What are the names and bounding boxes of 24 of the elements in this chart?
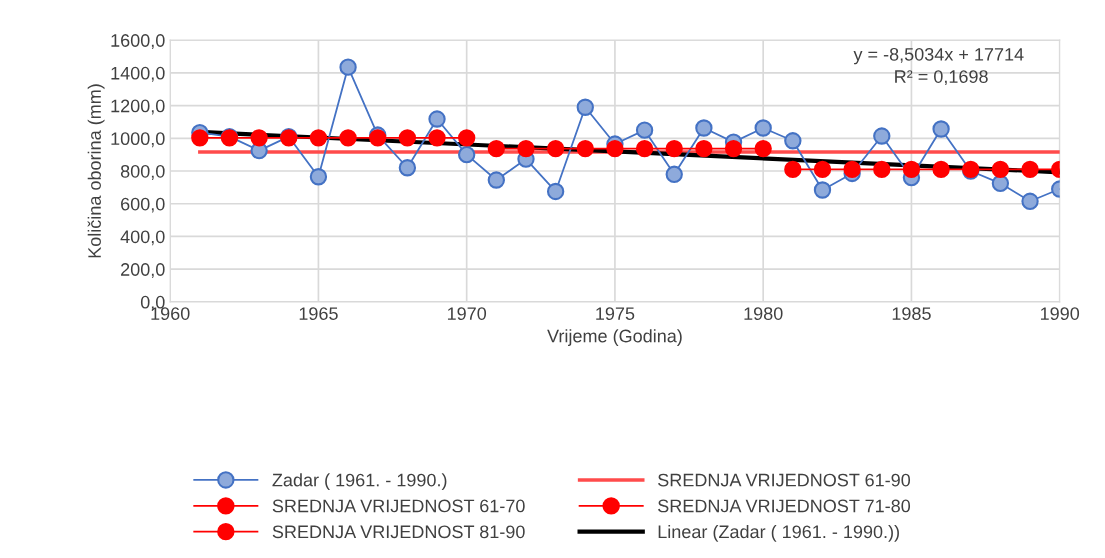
y-tick-label: 1200,0: [111, 99, 165, 115]
x-tick-label: 1990: [1040, 307, 1080, 320]
x-axis-title: Vrijeme (Godina): [547, 329, 682, 346]
y-tick-label: 200,0: [121, 263, 165, 279]
y-tick-label: 400,0: [120, 230, 165, 246]
annotation: R² = 0,1698: [895, 70, 988, 86]
x-tick-label: 1980: [744, 307, 783, 320]
y-axis-title: Količina oborina (mm): [87, 84, 105, 258]
x-tick-label: 1970: [447, 307, 487, 320]
y-tick-label: 1000,0: [111, 132, 165, 148]
y-tick-label: 800,0: [120, 164, 165, 180]
legend-label: SREDNJA VRIJEDNOST 61-70: [272, 499, 525, 513]
y-tick-label: 1600,0: [111, 34, 165, 50]
x-tick-label: 1965: [299, 307, 338, 320]
legend-label: SREDNJA VRIJEDNOST 71-80: [658, 499, 911, 513]
legend-label: Zadar ( 1961. - 1990.): [272, 473, 447, 491]
y-tick-label: 600,0: [121, 197, 165, 213]
y-tick-label: 1400,0: [111, 66, 165, 82]
x-tick-label: 1985: [892, 307, 931, 320]
x-tick-label: 1975: [596, 307, 635, 320]
annotation: y = -8,5034x + 17714: [853, 47, 1024, 65]
legend-label: SREDNJA VRIJEDNOST 61-90: [658, 473, 911, 487]
legend-label: Linear (Zadar ( 1961. - 1990.)): [658, 524, 899, 542]
legend-label: SREDNJA VRIJEDNOST 81-90: [272, 525, 525, 539]
